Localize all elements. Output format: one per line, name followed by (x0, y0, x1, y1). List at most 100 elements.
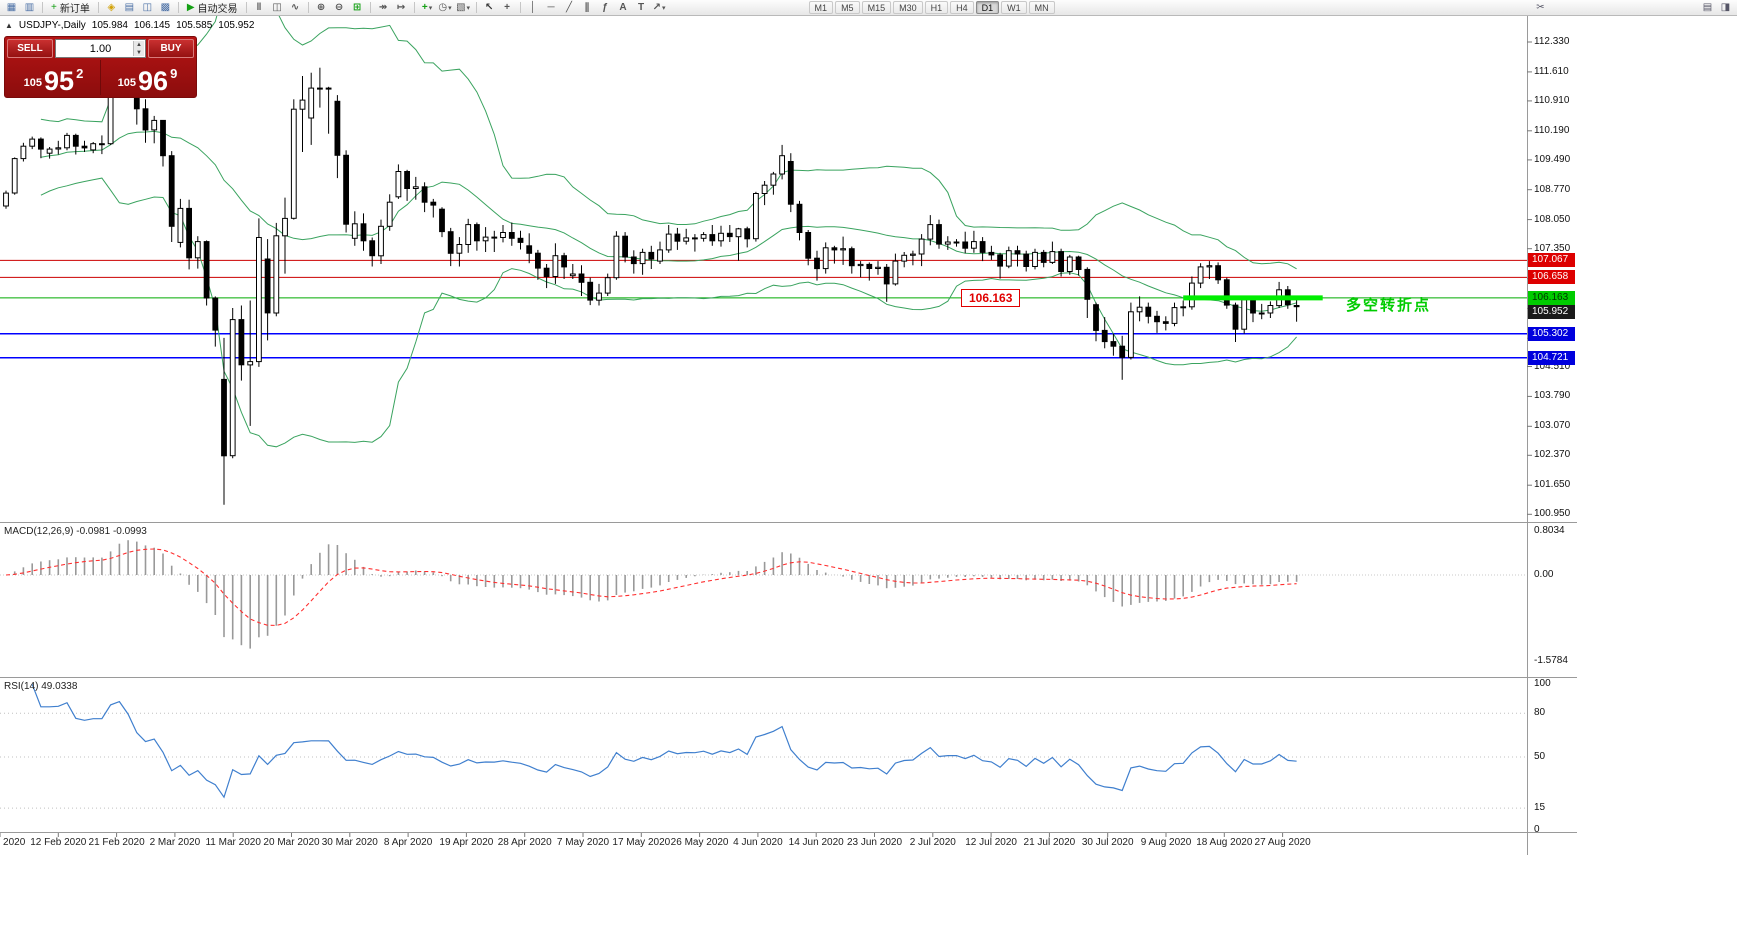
timeframe-h1[interactable]: H1 (924, 1, 949, 14)
timeframe-d1[interactable]: D1 (975, 1, 1000, 14)
toolbar-separator (177, 2, 179, 13)
price-tag: 106.163 (1528, 290, 1575, 305)
turning-point-annotation[interactable]: 多空转折点 (1346, 297, 1432, 314)
new-order-button[interactable]: + 新订单 (47, 1, 94, 15)
label-icon[interactable]: T (633, 1, 650, 14)
timeframe-m30[interactable]: M30 (893, 1, 923, 14)
candlestick-chart-icon: ◫ (272, 2, 282, 13)
zoom-in-icon[interactable]: ⊕ (313, 1, 330, 14)
sell-button[interactable]: SELL (7, 39, 53, 58)
terminal-icon[interactable]: ▦ (3, 1, 20, 14)
timeframe-mn[interactable]: MN (1028, 1, 1055, 14)
line-chart-icon[interactable]: ∿ (287, 1, 304, 14)
templates-button-caret-icon: ▾ (466, 4, 471, 12)
trade-panel-controls: SELL 1.00 ▲ ▼ BUY (7, 39, 194, 58)
metaeditor-icon[interactable]: ◈ (103, 1, 120, 14)
date-axis-label: 12 Jul 2020 (965, 837, 1017, 848)
zoom-out-icon[interactable]: ⊖ (331, 1, 348, 14)
chart-shift-icon: ↦ (396, 2, 406, 13)
price-tag: 106.658 (1528, 270, 1575, 285)
bar-chart-icon: ‖ (256, 2, 262, 13)
periods-button[interactable]: ◷ ▾ (437, 1, 454, 14)
horizontal-line-icon[interactable]: ─ (543, 1, 560, 14)
chart-shift-icon[interactable]: ↦ (393, 1, 410, 14)
price-axis-label: 110.190 (1534, 124, 1570, 136)
strategy-tester-icon: ▥ (24, 2, 35, 13)
date-axis-label: 2 Jul 2020 (909, 837, 956, 848)
cursor-icon[interactable]: ↖ (481, 1, 498, 14)
timeframe-m15[interactable]: M15 (861, 1, 892, 14)
date-axis-label: 28 Apr 2020 (497, 837, 552, 848)
toolbar-separator (519, 2, 521, 13)
bar-chart-icon[interactable]: ‖ (251, 1, 268, 14)
rsi-axis-label: 15 (1534, 802, 1546, 814)
candlestick-chart-icon[interactable]: ◫ (269, 1, 286, 14)
templates-button[interactable]: ▧ ▾ (455, 1, 472, 14)
navigator-icon[interactable]: ▩ (157, 1, 174, 14)
macd-axis-label: 0.8034 (1534, 525, 1565, 536)
screenshot-icon[interactable]: ✂ (1536, 2, 1545, 13)
toolbar-separator (475, 2, 477, 13)
buy-price-pips: 96 (138, 66, 169, 97)
price-axis-label: 111.610 (1534, 65, 1569, 77)
toolbar-separator (245, 2, 247, 13)
trendline-icon[interactable]: ╱ (561, 1, 578, 14)
auto-trading-button[interactable]: ▶ 自动交易 (183, 1, 242, 15)
timeframe-w1[interactable]: W1 (1001, 1, 1027, 14)
price-axis-label: 104.510 (1534, 360, 1571, 372)
crosshair-icon[interactable]: + (499, 1, 516, 14)
market-watch-icon[interactable]: ▤ (121, 1, 138, 14)
ohlc-high: 106.145 (133, 20, 171, 31)
date-axis-label: 23 Jun 2020 (846, 837, 903, 848)
date-axis-label: 3 Feb 2020 (0, 837, 26, 848)
strategy-tester-icon[interactable]: ▥ (21, 1, 38, 14)
zoom-out-icon: ⊖ (334, 2, 344, 13)
volume-field[interactable]: 1.00 ▲ ▼ (55, 39, 146, 58)
timeframe-m1[interactable]: M1 (808, 1, 834, 14)
indicators-button[interactable]: + ▾ (419, 1, 436, 14)
horizontal-line-icon: ─ (547, 2, 555, 13)
clock-icon: ◷ (438, 2, 448, 13)
price-level-annotation[interactable]: 106.163 (961, 289, 1021, 307)
volume-spinner[interactable]: ▲ ▼ (133, 41, 144, 56)
buy-button[interactable]: BUY (148, 39, 194, 58)
fibonacci-icon[interactable]: ƒ (597, 1, 614, 14)
print-icon[interactable]: ▤ (1702, 2, 1713, 13)
sell-price[interactable]: 105 95 2 (7, 60, 100, 95)
navigator-icon: ▩ (160, 2, 171, 13)
timeframe-h4[interactable]: H4 (950, 1, 974, 14)
date-axis-label: 17 May 2020 (612, 837, 671, 848)
arrows-button[interactable]: ↗ ▾ (651, 1, 668, 14)
ohlc-close: 105.952 (218, 20, 255, 31)
date-axis-label: 8 Apr 2020 (383, 837, 433, 848)
date-axis-label: 19 Apr 2020 (439, 837, 494, 848)
print-preview-icon[interactable]: ◨ (1720, 2, 1731, 13)
price-axis[interactable]: 112.330 111.610 110.910 110.190 109.490 108.7… (1527, 0, 1589, 945)
price-axis-label: 103.070 (1534, 420, 1571, 432)
auto-scroll-icon[interactable]: ↠ (375, 1, 392, 14)
macd-axis-label: -1.5784 (1534, 655, 1568, 667)
chart-canvas[interactable] (0, 0, 1577, 945)
metaeditor-icon: ◈ (107, 2, 116, 13)
price-axis-label: 102.370 (1534, 449, 1571, 461)
date-axis-label: 21 Jul 2020 (1023, 837, 1076, 848)
one-click-collapse-icon[interactable]: ▲ (5, 21, 13, 30)
channel-icon: ∥ (584, 2, 590, 13)
ohlc-low: 105.585 (176, 20, 213, 31)
spinner-down-icon[interactable]: ▼ (136, 50, 142, 56)
buy-price-prefix: 105 (117, 77, 137, 89)
sell-price-frac: 2 (76, 66, 84, 81)
text-icon[interactable]: A (615, 1, 632, 14)
price-axis-label: 108.050 (1534, 213, 1571, 225)
channel-icon[interactable]: ∥ (579, 1, 596, 14)
date-axis-label: 9 Aug 2020 (1140, 837, 1192, 848)
data-window-icon[interactable]: ◫ (139, 1, 156, 14)
vertical-line-icon[interactable]: │ (525, 1, 542, 14)
tile-windows-icon[interactable]: ⊞ (349, 1, 366, 14)
buy-price[interactable]: 105 96 9 (101, 60, 194, 95)
spinner-up-icon[interactable]: ▲ (136, 42, 142, 48)
price-axis-label: 109.490 (1534, 153, 1571, 165)
timeframe-m5[interactable]: M5 (835, 1, 860, 14)
chart-symbol-period: USDJPY-,Daily (18, 20, 86, 31)
